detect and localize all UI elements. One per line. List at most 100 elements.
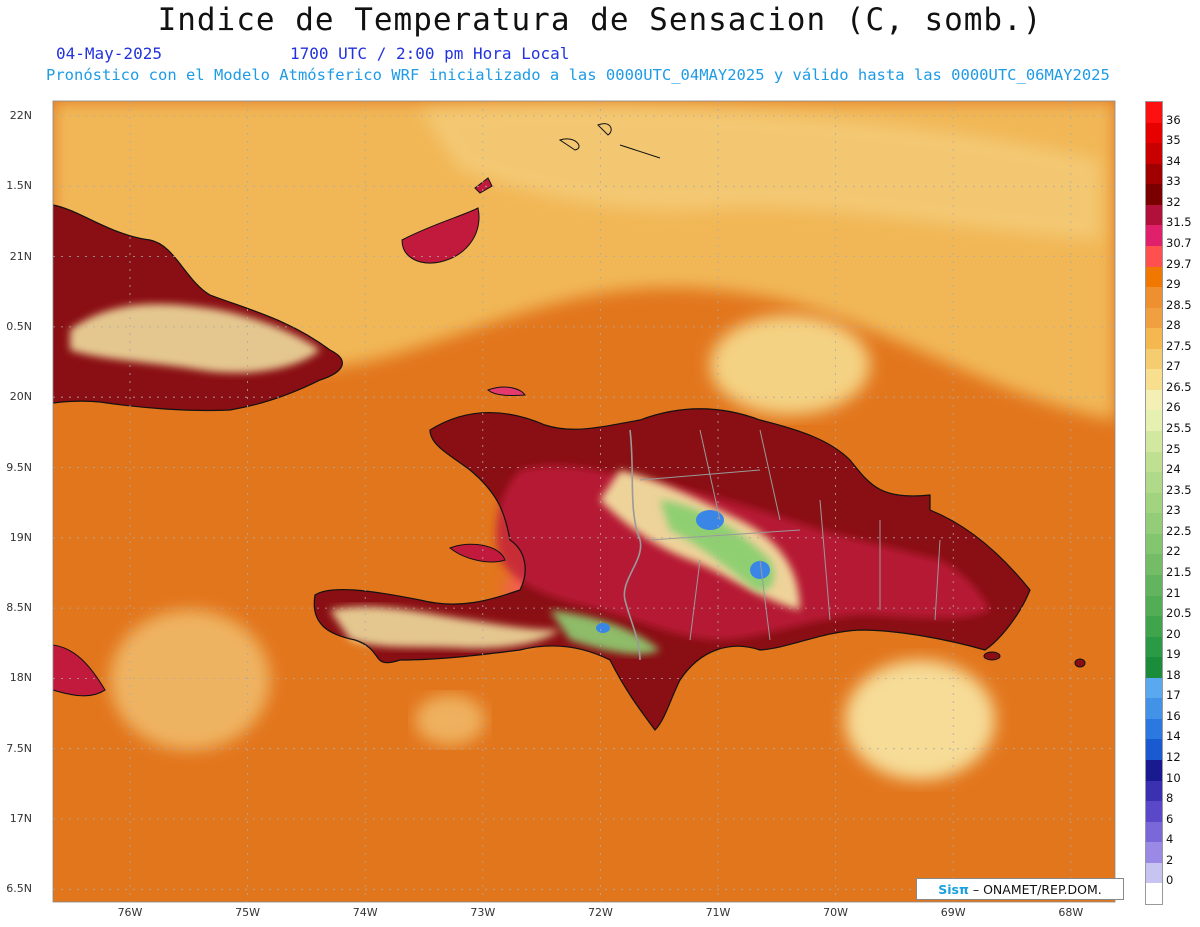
longitude-label: 74W [352,906,378,919]
colorbar-swatch [1146,842,1162,864]
graticule [53,101,1115,902]
colorbar-label: 19 [1166,647,1181,662]
colorbar-swatch [1146,513,1162,535]
colorbar-label: 4 [1166,832,1174,847]
map-title: Indice de Temperatura de Sensacion (C, s… [157,2,1043,38]
longitude-label: 69W [940,906,966,919]
cool-spot-blue-2 [750,561,770,579]
colorbar-swatch [1146,554,1162,576]
colorbar-swatch [1146,204,1162,226]
island-great-inagua [401,207,480,264]
longitude-label: 76W [117,906,143,919]
longitude-label: 70W [823,906,849,919]
colorbar-label: 27 [1166,359,1181,374]
map-frame [52,100,1116,903]
latitude-label: 17N [9,812,32,825]
colorbar-label: 21.5 [1166,564,1192,579]
colorbar-swatch [1146,102,1162,124]
colorbar-swatch [1146,533,1162,555]
latitude-label: 6.5N [6,882,32,896]
colorbar-label: 28.5 [1166,297,1192,312]
model-description: Pronóstico con el Modelo Atmósferico WRF… [46,66,1110,84]
colorbar-label: 16 [1166,708,1181,723]
latitude-label: 18N [9,671,32,685]
colorbar-label: 20 [1166,626,1181,641]
cool-patch-sw [110,610,270,750]
colorbar-label: 26 [1166,400,1181,415]
north-light-patch [420,106,1100,240]
colorbar-label: 34 [1166,153,1181,168]
colorbar-label: 12 [1166,750,1181,765]
longitude-label: 71W [705,906,731,919]
colorbar-label: 8 [1166,791,1174,806]
colorbar-label: 14 [1166,729,1181,744]
cool-patch-north [710,315,870,415]
colorbar-label: 32 [1166,194,1181,209]
colorbar-swatch [1146,184,1162,206]
colorbar-swatch [1146,431,1162,453]
credit-box: Sisπ – ONAMET/REP.DOM. [916,878,1124,900]
colorbar-label: 17 [1166,688,1181,703]
colorbar-label: 30.7 [1166,235,1192,250]
colorbar-label: 28 [1166,318,1181,333]
colorbar-label: 26.5 [1166,379,1192,394]
colorbar-swatch [1146,657,1162,679]
cool-patch-se [845,660,995,780]
colorbar-label: 25.5 [1166,421,1192,436]
colorbar-swatch [1146,122,1162,144]
colorbar-label: 25 [1166,441,1181,456]
island-gonave [449,543,506,563]
colorbar-swatch [1146,574,1162,597]
latitude-label: 22N [9,109,32,122]
colorbar-label: 29.7 [1166,256,1192,271]
island-catalina [1074,658,1086,668]
colorbar-swatch [1146,328,1162,350]
colorbar-label: 2 [1166,852,1174,867]
colorbar-label: 18 [1166,667,1181,682]
latitude-label: 19N [9,530,32,544]
colorbar-swatch [1146,677,1162,699]
colorbar-label: 29 [1166,277,1181,292]
colorbar-swatch [1146,492,1162,514]
haiti-dr-border [623,429,642,661]
colorbar-swatch [1146,143,1162,165]
forecast-time: 1700 UTC / 2:00 pm Hora Local [290,44,570,63]
colorbar-swatch [1146,616,1162,638]
latitude-label: 9.5N [6,460,32,474]
longitude-label: 73W [470,906,496,919]
colorbar [1145,101,1163,905]
colorbar-swatch [1146,801,1162,823]
latitude-label: 21N [9,249,32,263]
colorbar-swatch [1146,862,1162,884]
longitude-label: 75W [235,906,261,919]
forecast-date: 04-May-2025 [56,44,162,63]
colorbar-swatch [1146,718,1162,740]
cordillera-green [660,500,775,591]
colorbar-swatch [1146,369,1162,391]
cool-spot-blue-1 [696,510,724,530]
cuba-light-core [70,304,320,373]
colorbar-label: 23 [1166,503,1181,518]
colorbar-label: 22.5 [1166,523,1192,538]
colorbar-swatch [1146,821,1162,843]
colorbar-swatch [1146,245,1162,267]
latitude-label: 0.5N [6,319,32,333]
island-saona [983,651,1001,661]
colorbar-label: 10 [1166,770,1181,785]
colorbar-swatch [1146,636,1162,658]
hispaniola-coast [313,408,1031,731]
colorbar-label: 6 [1166,811,1174,826]
latitude-label: 1.5N [6,179,32,193]
colorbar-swatch [1146,163,1162,185]
jamaica-coast [53,644,106,697]
colorbar-swatch [1146,883,1162,904]
colorbar-swatch [1146,348,1162,370]
longitude-label: 68W [1058,906,1084,919]
colorbar-swatch [1146,307,1162,329]
haiti-south-light [330,606,560,649]
landmass-jamaica [53,645,105,696]
colorbar-swatch [1146,698,1162,720]
cuba-coast [53,204,343,412]
latitude-label: 8.5N [6,601,32,615]
